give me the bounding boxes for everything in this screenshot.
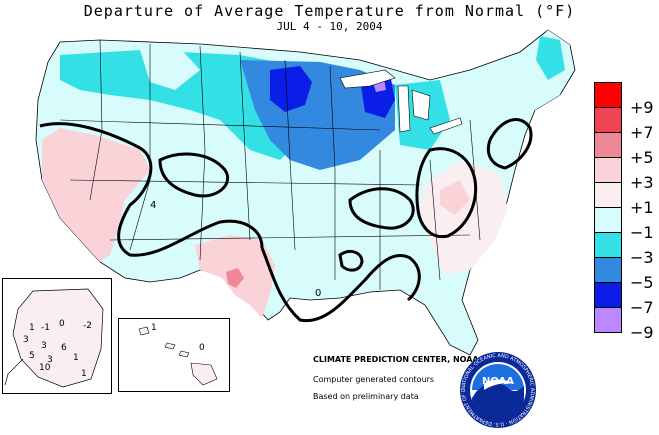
warm-southeast-region <box>420 160 508 275</box>
legend-swatch <box>594 107 622 133</box>
legend-swatch <box>594 157 622 183</box>
legend-swatch <box>594 82 622 108</box>
legend-swatch <box>594 257 622 283</box>
alaska-label: 5 <box>29 351 35 361</box>
credit-line-1: Computer generated contours <box>313 375 435 384</box>
alaska-label: 1 <box>81 369 87 379</box>
hawaii-label: 1 <box>151 323 157 333</box>
hot-texas-spot <box>226 268 244 288</box>
legend-label: +7 <box>630 123 654 142</box>
legend-label: −9 <box>630 323 654 342</box>
contour-label-0: 0 <box>315 288 321 299</box>
legend-swatch <box>594 307 622 333</box>
noaa-logo: NOAA NATIONAL OCEANIC AND ATMOSPHERIC AD… <box>458 350 536 428</box>
credit-org: CLIMATE PREDICTION CENTER, NOAA <box>313 355 479 364</box>
alaska-label: -1 <box>41 323 50 333</box>
legend-swatch <box>594 282 622 308</box>
zero-contour-plains <box>158 152 229 198</box>
zero-contour-northeast <box>486 118 533 170</box>
hawaii-map <box>138 326 218 386</box>
alaska-label: -2 <box>83 321 92 331</box>
hawaii-label: 0 <box>199 343 205 353</box>
zero-contour-small <box>338 250 364 272</box>
alaska-label: 3 <box>47 355 53 365</box>
legend-label: +1 <box>630 198 654 217</box>
contour-label-4: 4 <box>150 200 156 211</box>
legend-label: −5 <box>630 273 654 292</box>
lake-erie <box>429 117 463 135</box>
legend-label: +9 <box>630 98 654 117</box>
legend-swatch <box>594 182 622 208</box>
map-date-range: JUL 4 - 10, 2004 <box>276 20 383 33</box>
alaska-inset: 1 -1 0 -2 3 3 6 5 1 10 3 1 <box>2 278 112 394</box>
zero-contour-east <box>415 147 478 239</box>
alaska-label: 1 <box>73 353 79 363</box>
legend-swatch <box>594 232 622 258</box>
legend-label: −1 <box>630 223 654 242</box>
legend-label: −7 <box>630 298 654 317</box>
legend-label: −3 <box>630 248 654 267</box>
alaska-label: 3 <box>41 341 47 351</box>
cool-maine <box>536 36 565 80</box>
lake-superior <box>339 69 396 89</box>
lake-huron <box>411 89 431 121</box>
zero-contour-west <box>39 122 264 257</box>
alaska-label: 6 <box>61 343 67 353</box>
warm-west-region <box>42 128 150 262</box>
very-cold-minnesota <box>270 66 312 112</box>
credit-line-2: Based on preliminary data <box>313 392 419 401</box>
alaska-label: 10 <box>39 363 51 373</box>
cool-rockies <box>140 48 200 90</box>
lake-michigan <box>397 85 411 133</box>
map-title: Departure of Average Temperature from No… <box>83 2 576 20</box>
noaa-logo-text: NOAA <box>482 376 514 387</box>
alaska-map <box>4 288 104 388</box>
alaska-label: 0 <box>59 319 65 329</box>
state-borders <box>59 39 481 290</box>
zero-contour-mid <box>348 187 415 230</box>
alaska-label: 1 <box>29 323 35 333</box>
legend-label: +5 <box>630 148 654 167</box>
legend-label: +3 <box>630 173 654 192</box>
alaska-label: 3 <box>23 335 29 345</box>
legend-swatch <box>594 132 622 158</box>
legend-swatch <box>594 207 622 233</box>
zero-contour-south <box>260 247 421 323</box>
hawaii-inset: 1 0 <box>118 318 230 392</box>
warm-southeast-spot <box>440 180 470 215</box>
